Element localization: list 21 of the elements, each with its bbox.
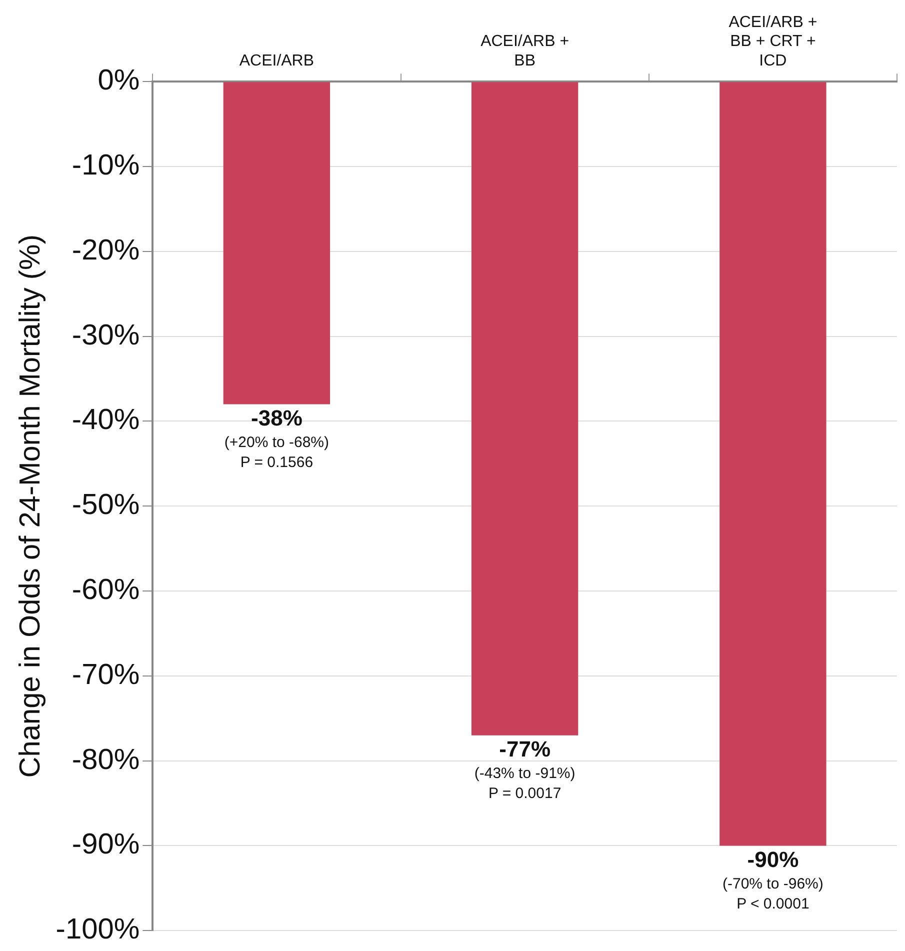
data-label: -38% bbox=[251, 405, 302, 430]
annotation: (-43% to -91%) P = 0.0017 bbox=[474, 764, 576, 802]
x-tick-label: ACEI/ARB + BB + CRT + ICD bbox=[728, 14, 818, 70]
data-label: -77% bbox=[499, 736, 550, 762]
y-tick-label: -80% bbox=[72, 744, 140, 776]
data-label: -90% bbox=[747, 846, 799, 872]
y-tick-label: -100% bbox=[56, 914, 140, 946]
annotation: (+20% to -68%) P = 0.1566 bbox=[224, 434, 330, 471]
x-tick-label: ACEI/ARB bbox=[239, 52, 314, 70]
annotation: (-70% to -96%) P < 0.0001 bbox=[722, 875, 824, 912]
y-tick-label: 0% bbox=[98, 64, 140, 97]
y-tick-label: -30% bbox=[72, 319, 140, 352]
y-tick-label: -10% bbox=[72, 150, 140, 182]
y-tick-label: -70% bbox=[72, 658, 140, 691]
y-tick-label: -50% bbox=[72, 489, 140, 522]
y-tick-label: -90% bbox=[72, 828, 140, 861]
y-tick-label: -20% bbox=[72, 234, 140, 266]
y-tick-label: -60% bbox=[72, 574, 140, 606]
y-tick-label: -40% bbox=[72, 404, 140, 436]
x-tick-label: ACEI/ARB + BB bbox=[480, 33, 570, 70]
y-axis-title: Change in Odds of 24-Month Mortality (%) bbox=[14, 234, 46, 778]
